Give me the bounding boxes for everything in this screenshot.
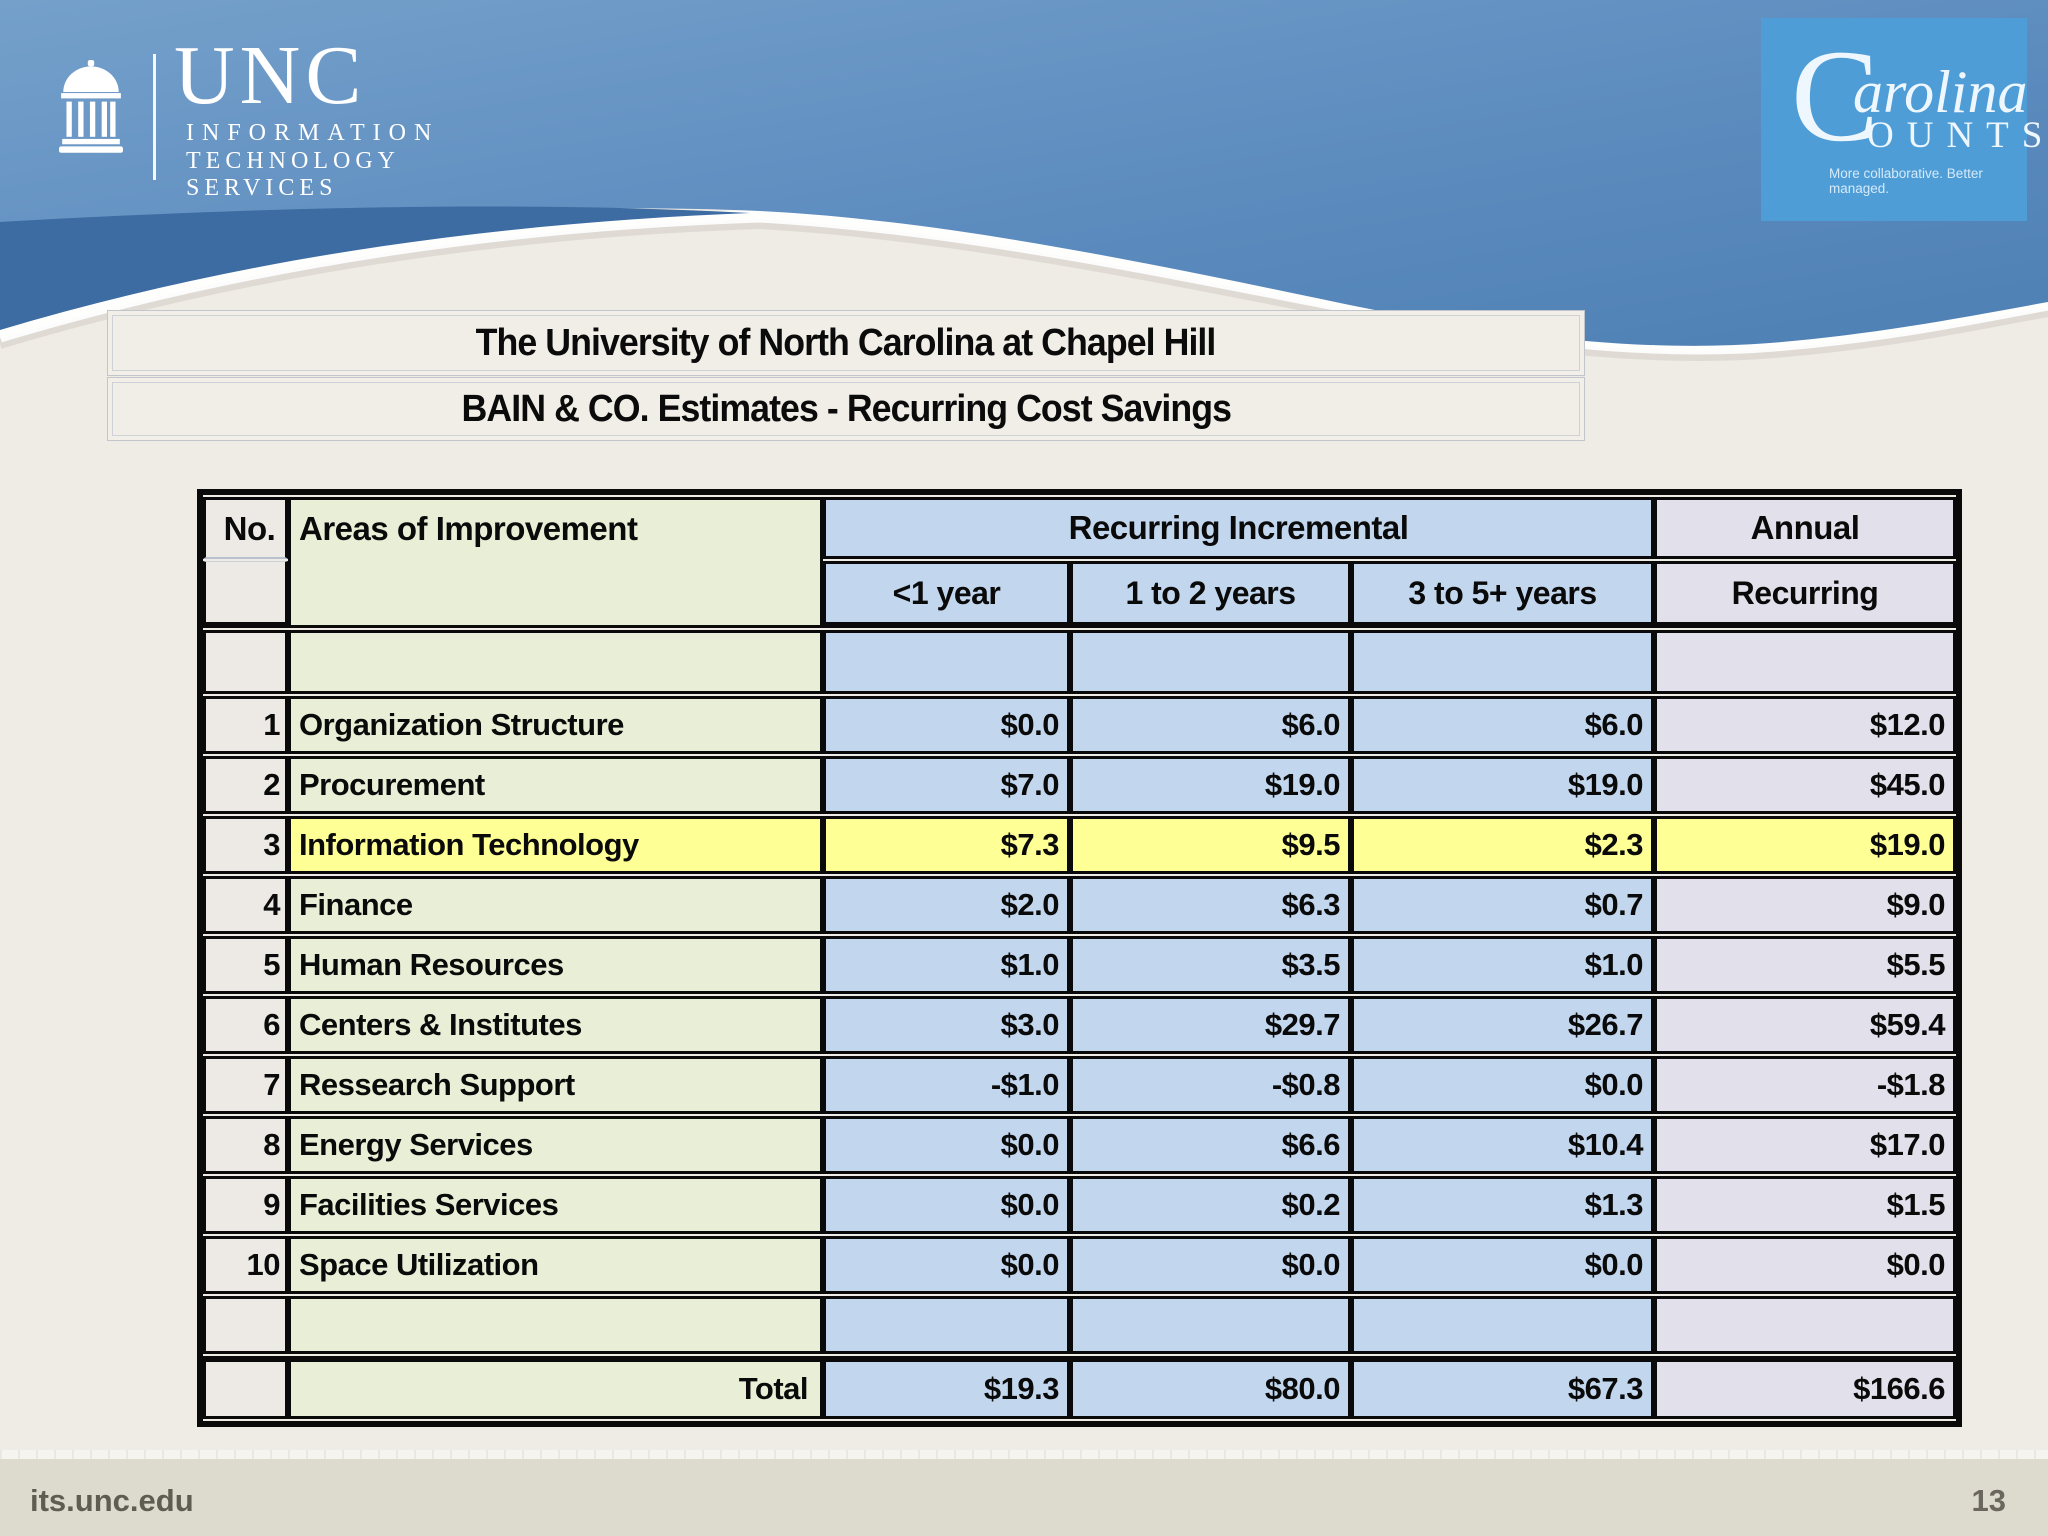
footer-page-number: 13 bbox=[1971, 1483, 2006, 1518]
header-recurring: Recurring bbox=[1654, 561, 1956, 628]
old-well-icon bbox=[59, 60, 123, 153]
table-header-row-2: <1 year 1 to 2 years 3 to 5+ years Recur… bbox=[203, 561, 1956, 628]
footer-bar: its.unc.edu 13 bbox=[0, 1459, 2048, 1536]
header-annual: Annual bbox=[1654, 497, 1956, 559]
total-annual: $166.6 bbox=[1654, 1356, 1956, 1419]
table-row: 6 Centers & Institutes $3.0 $29.7 $26.7 … bbox=[203, 996, 1956, 1054]
header-areas: Areas of Improvement bbox=[288, 497, 823, 628]
total-3-5-years: $67.3 bbox=[1351, 1356, 1654, 1419]
footer-site-url: its.unc.edu bbox=[30, 1483, 194, 1518]
header-no-spacer bbox=[203, 561, 288, 628]
table-header-row-1: No. Areas of Improvement Recurring Incre… bbox=[203, 497, 1956, 628]
unc-logo-line2: INFORMATION bbox=[186, 120, 440, 146]
carolina-counts-logo: C arolina OUNTS More collaborative. Bett… bbox=[1761, 18, 2042, 221]
table-row: 5 Human Resources $1.0 $3.5 $1.0 $5.5 bbox=[203, 936, 1956, 994]
logo-divider bbox=[153, 54, 156, 180]
table-row: 7 Ressearch Support -$1.0 -$0.8 $0.0 -$1… bbox=[203, 1056, 1956, 1114]
title-box-university: The University of North Carolina at Chap… bbox=[107, 310, 1585, 376]
table-row: 1 Organization Structure $0.0 $6.0 $6.0 … bbox=[203, 696, 1956, 754]
wave-main-blue bbox=[0, 0, 2048, 346]
carolina-counts-big-c: C bbox=[1791, 22, 1880, 169]
carolina-counts-arolina: arolina bbox=[1853, 59, 2028, 125]
cost-savings-table: No. Areas of Improvement Recurring Incre… bbox=[197, 489, 1962, 1427]
carolina-counts-tagline: More collaborative. Better managed. bbox=[1829, 166, 1983, 196]
table-row: 4 Finance $2.0 $6.3 $0.7 $9.0 bbox=[203, 876, 1956, 934]
slide-title-line1: The University of North Carolina at Chap… bbox=[476, 321, 1217, 364]
table-row: 9 Facilities Services $0.0 $0.2 $1.3 $1.… bbox=[203, 1176, 1956, 1234]
table-row: 10 Space Utilization $0.0 $0.0 $0.0 $0.0 bbox=[203, 1236, 1956, 1294]
unc-logo-line3: TECHNOLOGY SERVICES bbox=[186, 148, 400, 201]
header-recurring-incremental: Recurring Incremental bbox=[823, 497, 1654, 559]
slide-title-line2: BAIN & CO. Estimates - Recurring Cost Sa… bbox=[461, 387, 1231, 430]
spacer-row bbox=[203, 1296, 1956, 1354]
total-lt1-year: $19.3 bbox=[823, 1356, 1070, 1419]
spacer-row bbox=[203, 630, 1956, 694]
title-box-estimates: BAIN & CO. Estimates - Recurring Cost Sa… bbox=[107, 377, 1585, 441]
wave-dark-swoosh bbox=[0, 206, 750, 330]
total-label: Total bbox=[288, 1356, 823, 1419]
unc-wordmark: UNC bbox=[174, 29, 367, 122]
table-row-highlighted: 3 Information Technology $7.3 $9.5 $2.3 … bbox=[203, 816, 1956, 874]
header-3-5-years: 3 to 5+ years bbox=[1351, 561, 1654, 628]
wave-white-curve bbox=[0, 209, 2048, 355]
wave-shadow-curve bbox=[0, 218, 2048, 361]
table-row: 8 Energy Services $0.0 $6.6 $10.4 $17.0 bbox=[203, 1116, 1956, 1174]
table-row: 2 Procurement $7.0 $19.0 $19.0 $45.0 bbox=[203, 756, 1956, 814]
carolina-counts-ounts: OUNTS bbox=[1867, 115, 2048, 156]
header-no: No. bbox=[203, 497, 288, 559]
total-1-2-years: $80.0 bbox=[1070, 1356, 1351, 1419]
total-row: Total $19.3 $80.0 $67.3 $166.6 bbox=[203, 1356, 1956, 1419]
footer-divider-strip bbox=[0, 1450, 2048, 1459]
banner-wave-graphic bbox=[0, 0, 2048, 361]
header-1-2-years: 1 to 2 years bbox=[1070, 561, 1351, 628]
header-lt1-year: <1 year bbox=[823, 561, 1070, 628]
